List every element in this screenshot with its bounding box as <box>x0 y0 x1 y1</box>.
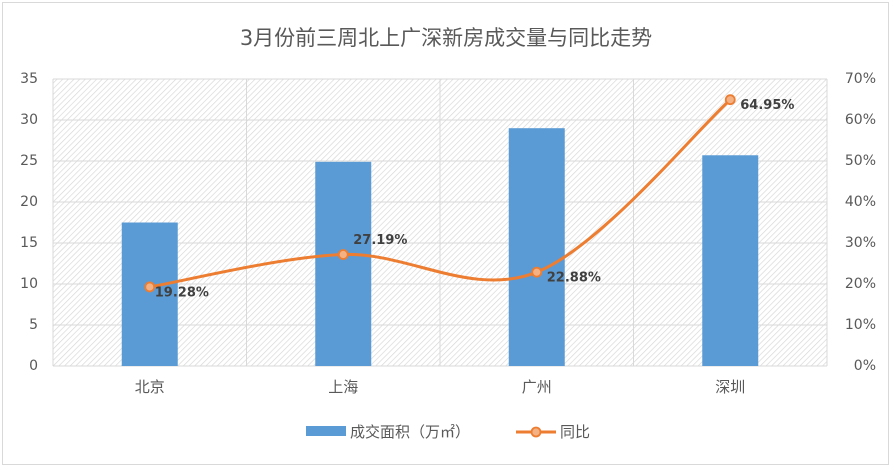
yoy-data-label-3: 22.88% <box>547 271 601 286</box>
line-series: 19.28% 27.19% 22.88% 64.95% <box>144 94 794 300</box>
bar-2 <box>315 161 372 366</box>
y-right-tick-label: 30% <box>845 235 876 251</box>
axes: 0 5 10 15 20 25 30 35 0% 10% 20% 30% 40% 50% 60% 70% 北京 上… <box>20 71 876 396</box>
y-right-tick-label: 20% <box>845 276 876 292</box>
y-left-tick-label: 15 <box>20 235 38 251</box>
x-category-label: 深圳 <box>715 378 745 396</box>
x-category-label: 北京 <box>135 378 165 396</box>
legend-label-bar: 成交面积（万㎡） <box>350 423 470 441</box>
y-right-tick-label: 10% <box>845 317 876 333</box>
y-left-tick-label: 20 <box>20 194 38 210</box>
yoy-point-4 <box>724 94 736 106</box>
bar-3 <box>508 128 565 366</box>
y-right-tick-label: 40% <box>845 194 876 210</box>
y-left-tick-label: 5 <box>29 317 38 333</box>
chart-title: 3月份前三周北上广深新房成交量与同比走势 <box>240 26 652 50</box>
legend: 成交面积（万㎡） 同比 <box>306 423 590 441</box>
y-left-tick-label: 35 <box>20 71 38 87</box>
gridlines <box>52 78 828 367</box>
yoy-point-2 <box>337 249 349 260</box>
y-right-tick-label: 70% <box>845 71 876 87</box>
bar-4 <box>702 155 759 366</box>
yoy-line <box>148 98 732 289</box>
legend-label-line: 同比 <box>560 423 590 441</box>
yoy-point-3 <box>531 266 543 278</box>
y-left-tick-label: 25 <box>20 153 38 169</box>
x-category-label: 上海 <box>328 378 358 396</box>
y-left-tick-label: 30 <box>20 112 38 128</box>
yoy-data-label-4: 64.95% <box>740 98 794 113</box>
legend-swatch-bar <box>306 426 346 436</box>
y-right-tick-label: 0% <box>854 358 876 374</box>
y-left-tick-label: 10 <box>20 276 38 292</box>
bar-1 <box>121 222 178 366</box>
bar-series <box>121 128 759 366</box>
legend-marker-line <box>530 426 542 438</box>
y-right-tick-label: 60% <box>845 112 876 128</box>
y-right-tick-label: 50% <box>845 153 876 169</box>
yoy-data-label-2: 27.19% <box>353 233 407 248</box>
yoy-data-label-1: 19.28% <box>155 285 209 300</box>
y-left-tick-label: 0 <box>29 358 38 374</box>
yoy-point-1 <box>144 281 156 293</box>
x-category-label: 广州 <box>522 378 552 396</box>
